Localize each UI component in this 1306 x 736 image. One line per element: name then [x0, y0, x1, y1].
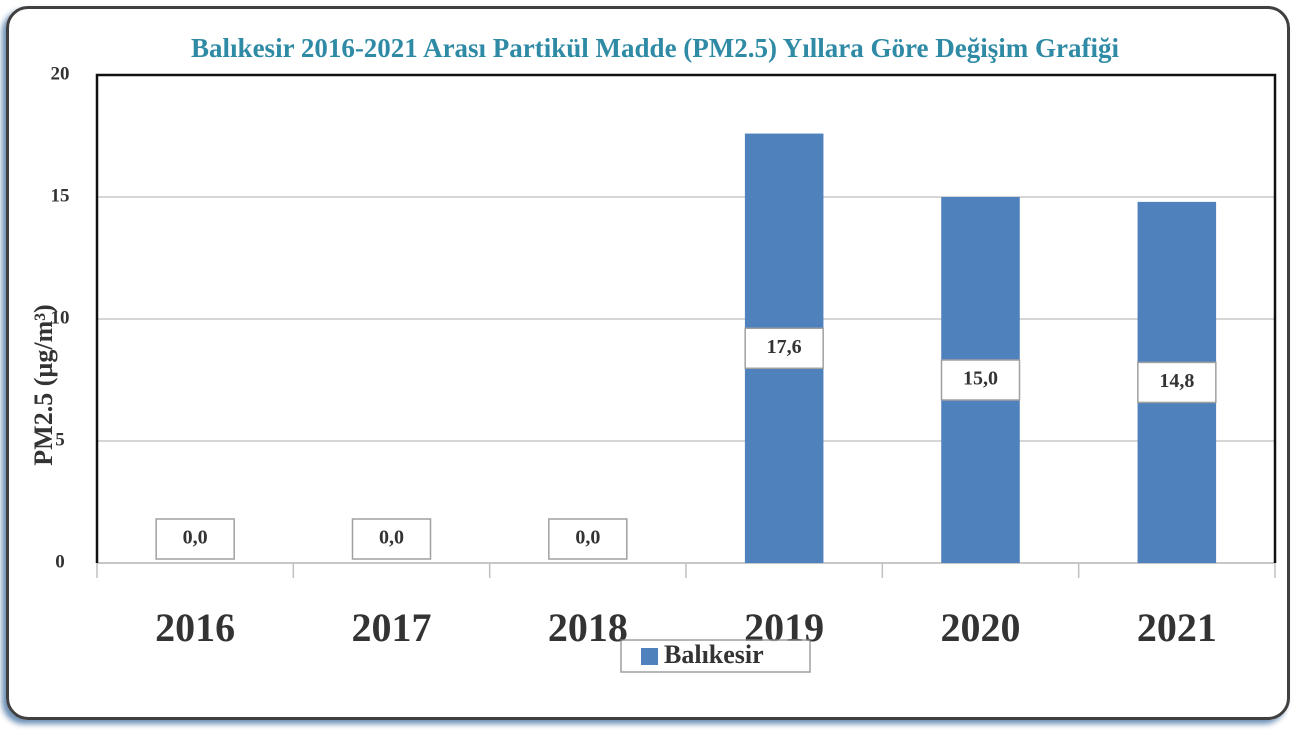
y-axis-label: PM2.5 (µg/m³) — [29, 304, 58, 465]
y-tick-label: 20 — [51, 63, 70, 84]
value-label-box — [155, 518, 235, 560]
value-label: 0,0 — [379, 527, 404, 549]
chart-title: Balıkesir 2016-2021 Arası Partikül Madde… — [191, 33, 1119, 63]
value-label: 0,0 — [183, 527, 208, 549]
x-tick-label: 2017 — [352, 605, 432, 650]
y-tick-label: 0 — [55, 551, 65, 572]
value-label-box — [351, 518, 432, 560]
x-tick-label: 2021 — [1137, 605, 1217, 650]
frame — [6, 6, 1290, 720]
legend-swatch — [641, 648, 658, 665]
y-tick-label: 15 — [51, 185, 70, 206]
legend-label: Balıkesir — [664, 640, 764, 669]
value-label-box — [1137, 361, 1217, 404]
x-tick-label: 2018 — [548, 605, 628, 650]
value-label: 17,6 — [767, 336, 802, 358]
y-tick-label: 5 — [55, 429, 65, 450]
value-label: 0,0 — [575, 527, 600, 549]
value-label: 15,0 — [963, 368, 998, 390]
x-tick-label: 2016 — [155, 605, 235, 650]
value-label: 14,8 — [1159, 370, 1194, 392]
value-label-box — [744, 327, 824, 370]
y-tick-label: 10 — [51, 307, 70, 328]
plot-border — [95, 73, 1277, 563]
x-tick-label: 2020 — [941, 605, 1021, 650]
value-label-box — [940, 359, 1021, 401]
value-label-box — [548, 518, 628, 560]
